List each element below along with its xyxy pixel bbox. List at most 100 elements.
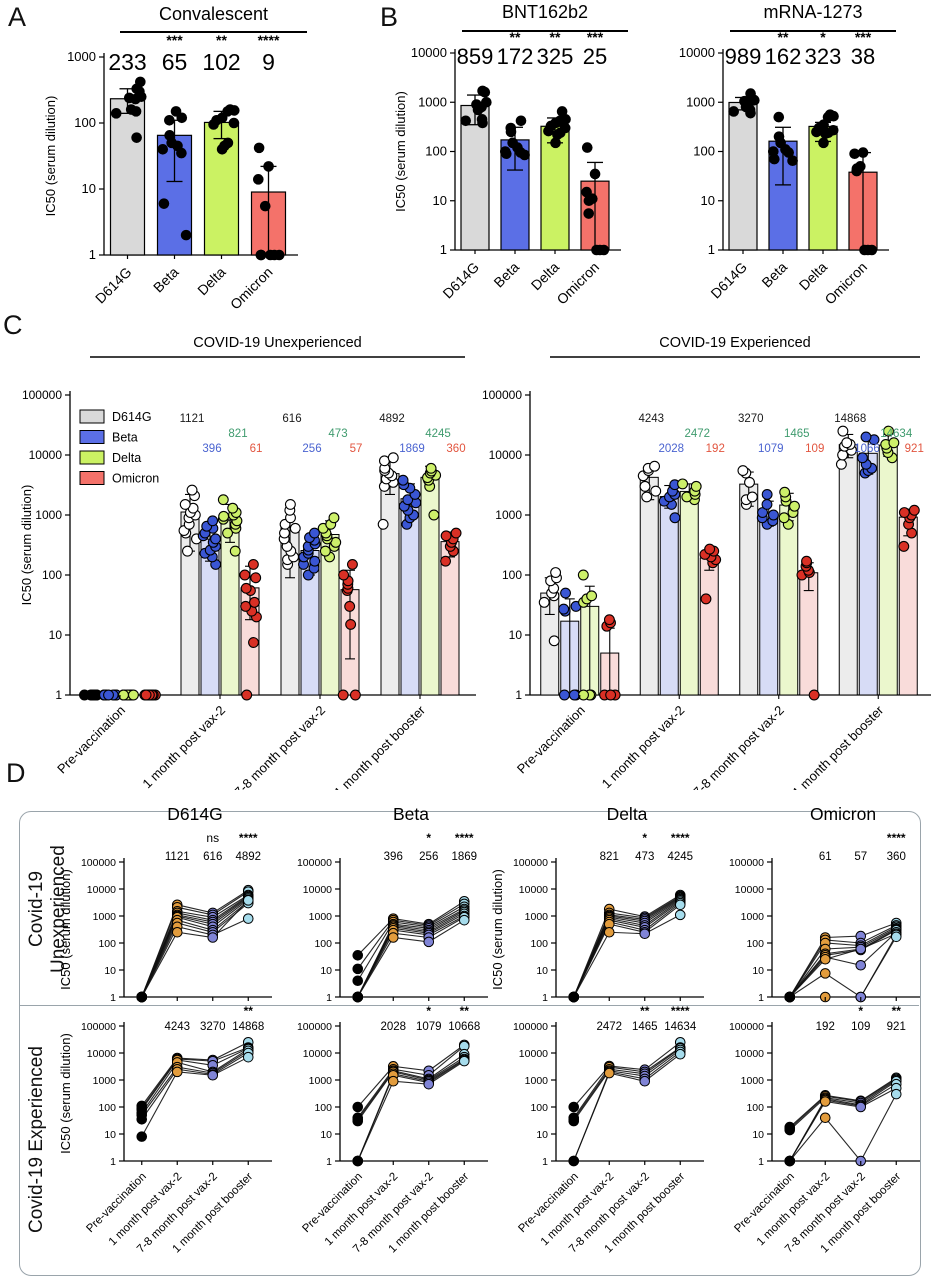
panel-label-c: C: [3, 310, 23, 340]
svg-text:Pre-vaccination: Pre-vaccination: [300, 1171, 365, 1236]
svg-text:10: 10: [104, 1129, 116, 1141]
svg-text:*: *: [858, 1004, 863, 1018]
svg-text:616: 616: [282, 413, 301, 425]
svg-text:10: 10: [536, 965, 548, 977]
svg-text:BNT162b2: BNT162b2: [502, 2, 588, 22]
svg-text:100: 100: [314, 1102, 332, 1114]
svg-text:1869: 1869: [451, 851, 477, 863]
svg-text:D614G: D614G: [92, 264, 135, 307]
row-label-unexperienced: Covid-19 Unexperienced: [26, 845, 69, 973]
svg-text:1869: 1869: [399, 443, 425, 455]
svg-text:473: 473: [328, 428, 347, 440]
panel-label-a: A: [8, 2, 27, 32]
svg-text:Pre-vaccination: Pre-vaccination: [514, 703, 588, 777]
svg-text:109: 109: [851, 1021, 870, 1033]
svg-text:821: 821: [600, 851, 619, 863]
svg-text:Convalescent: Convalescent: [159, 4, 268, 24]
svg-text:100000: 100000: [513, 1021, 548, 1033]
svg-text:1: 1: [110, 1156, 116, 1168]
svg-text:1000: 1000: [309, 1075, 333, 1087]
svg-text:10: 10: [320, 965, 332, 977]
svg-text:IC50 (serum dilution): IC50 (serum dilution): [490, 869, 505, 990]
svg-text:10000: 10000: [29, 448, 63, 462]
svg-text:100000: 100000: [482, 388, 522, 402]
svg-text:1465: 1465: [632, 1021, 658, 1033]
svg-text:57: 57: [854, 851, 867, 863]
svg-text:2472: 2472: [596, 1021, 622, 1033]
svg-text:*: *: [426, 1004, 431, 1018]
svg-text:100: 100: [530, 938, 548, 950]
svg-text:61: 61: [819, 851, 832, 863]
panel-d-row-divider: [20, 1005, 919, 1006]
svg-text:Beta: Beta: [758, 259, 790, 291]
chart-lines-exp-d614g: 1 10 100 1000 10000 100000 IC50 (serum dilutio…: [58, 1002, 274, 1276]
svg-text:61: 61: [250, 443, 263, 455]
svg-text:10: 10: [49, 628, 63, 642]
svg-text:2028: 2028: [658, 443, 684, 455]
svg-text:1000: 1000: [93, 1075, 117, 1087]
svg-text:1121: 1121: [180, 413, 205, 425]
svg-text:100: 100: [746, 938, 764, 950]
svg-text:1: 1: [110, 992, 116, 1004]
svg-text:1465: 1465: [784, 428, 810, 440]
svg-text:mRNA-1273: mRNA-1273: [763, 2, 862, 22]
svg-text:100: 100: [502, 568, 522, 582]
svg-text:**: **: [510, 29, 521, 45]
svg-text:989: 989: [725, 44, 762, 69]
svg-text:Beta: Beta: [393, 804, 429, 824]
svg-text:10: 10: [752, 965, 764, 977]
svg-text:2028: 2028: [380, 1021, 406, 1033]
svg-text:Omicron: Omicron: [821, 259, 870, 308]
svg-text:396: 396: [384, 851, 403, 863]
svg-text:Beta: Beta: [112, 431, 138, 445]
svg-text:IC50 (serum dilution): IC50 (serum dilution): [58, 869, 73, 990]
svg-text:821: 821: [228, 428, 247, 440]
panel-label-b: B: [380, 2, 399, 32]
svg-text:10000: 10000: [735, 1048, 764, 1060]
svg-text:****: ****: [258, 32, 280, 48]
svg-text:1 month post booster: 1 month post booster: [789, 702, 886, 790]
chart-lines-unexp-d614g: 1 10 100 1000 10000 100000 IC50 (serum dilutio…: [58, 790, 274, 1005]
svg-text:1 month post vax-2: 1 month post vax-2: [139, 703, 228, 790]
chart-covid19-experienced-bars: 1 10 100 1000 10000 100000 COVID-19 Experience…: [480, 312, 931, 799]
svg-text:**: **: [550, 29, 561, 45]
svg-text:10000: 10000: [411, 45, 447, 60]
svg-text:10: 10: [82, 181, 96, 196]
svg-text:1: 1: [758, 992, 764, 1004]
svg-text:**: **: [892, 1004, 902, 1018]
svg-text:Pre-vaccination: Pre-vaccination: [732, 1171, 797, 1236]
svg-text:1000: 1000: [741, 911, 765, 923]
svg-text:10: 10: [433, 193, 447, 208]
svg-text:1079: 1079: [758, 443, 784, 455]
svg-text:100: 100: [746, 1102, 764, 1114]
svg-text:100000: 100000: [81, 1021, 116, 1033]
svg-text:100: 100: [74, 115, 96, 130]
chart-lines-exp-delta: 1 10 100 1000 10000 100000 ** **** 2472 1465 14634…: [490, 1002, 706, 1276]
svg-text:Pre-vaccination: Pre-vaccination: [54, 703, 128, 777]
svg-text:325: 325: [537, 44, 574, 69]
svg-text:1: 1: [55, 688, 62, 702]
svg-text:COVID-19 Unexperienced: COVID-19 Unexperienced: [193, 335, 361, 351]
svg-text:10000: 10000: [87, 884, 116, 896]
svg-text:10000: 10000: [519, 1048, 548, 1060]
svg-text:1: 1: [542, 1156, 548, 1168]
svg-text:10: 10: [701, 193, 715, 208]
svg-text:1000: 1000: [525, 1075, 549, 1087]
svg-text:109: 109: [805, 443, 824, 455]
svg-text:100000: 100000: [729, 857, 764, 869]
svg-text:9: 9: [262, 49, 275, 75]
svg-text:1: 1: [326, 992, 332, 1004]
svg-text:192: 192: [816, 1021, 835, 1033]
svg-text:1000: 1000: [93, 911, 117, 923]
svg-text:4892: 4892: [379, 413, 405, 425]
svg-text:1 month post vax-2: 1 month post vax-2: [599, 703, 688, 790]
svg-text:10: 10: [752, 1129, 764, 1141]
chart-lines-unexp-delta: 1 10 100 1000 10000 100000 IC50 (serum dilutio…: [490, 790, 706, 1005]
svg-text:1000: 1000: [67, 49, 96, 64]
svg-text:IC50 (serum dilution): IC50 (serum dilution): [19, 485, 34, 606]
svg-text:ns: ns: [206, 831, 219, 845]
svg-text:4243: 4243: [638, 413, 664, 425]
svg-text:233: 233: [108, 49, 146, 75]
svg-text:102: 102: [202, 49, 240, 75]
svg-text:Delta: Delta: [796, 259, 831, 294]
